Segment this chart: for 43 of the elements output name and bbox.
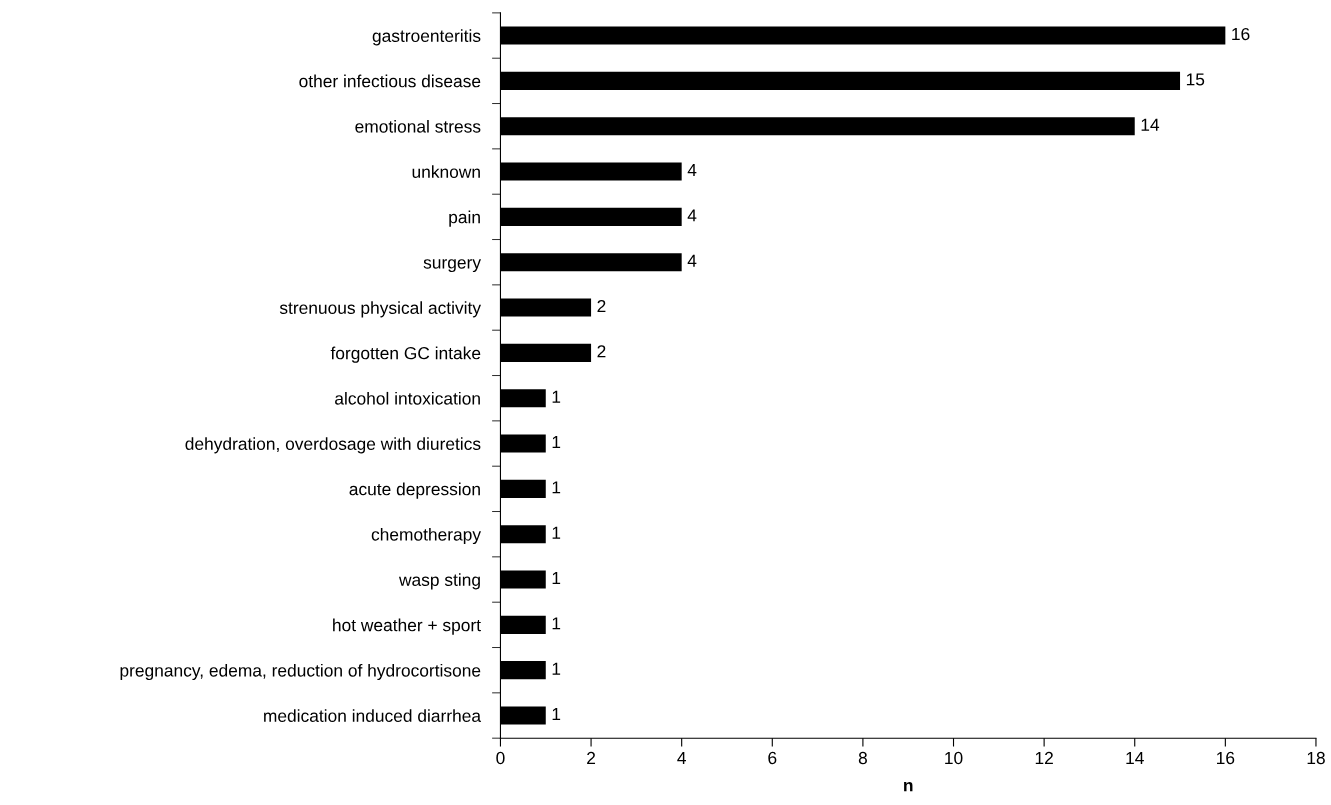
data-label: 16 — [1232, 27, 1250, 41]
data-label: 2 — [597, 345, 606, 358]
data-label: 1 — [552, 617, 561, 630]
x-tick-label: 18 — [1307, 751, 1325, 765]
data-label: 1 — [552, 436, 561, 449]
y-tick-label: surgery — [423, 259, 481, 273]
x-tick-label: 16 — [1217, 751, 1235, 765]
y-tick-label: gastroenteritis — [372, 29, 481, 46]
y-tick-label: acute depression — [349, 482, 480, 499]
data-label: 1 — [552, 572, 561, 585]
x-tick-label: 12 — [1035, 751, 1053, 764]
data-label: 1 — [552, 662, 561, 675]
y-tick-label: emotional stress — [355, 119, 481, 133]
y-tick-label: chemotherapy — [371, 527, 481, 545]
x-tick-label: 14 — [1126, 752, 1144, 764]
data-label: 1 — [552, 390, 561, 403]
data-label: 1 — [552, 481, 561, 494]
y-tick-label: dehydration, overdosage with diuretics — [185, 437, 481, 454]
y-tick-label: unknown — [412, 165, 480, 178]
data-label: 1 — [552, 708, 561, 721]
data-label: 14 — [1141, 118, 1160, 131]
data-label: 2 — [597, 299, 606, 313]
y-tick-label: other infectious disease — [299, 74, 481, 88]
x-tick-label: 6 — [768, 751, 777, 765]
x-tick-label: 2 — [587, 751, 596, 764]
x-tick-label: 10 — [945, 751, 963, 765]
data-label: 4 — [687, 254, 697, 267]
x-tick-label: 8 — [858, 751, 867, 765]
data-label: 1 — [552, 526, 561, 539]
x-axis-title: n — [904, 781, 913, 792]
y-tick-label: medication induced diarrhea — [264, 709, 482, 722]
y-tick-label: strenuous physical activity — [279, 301, 481, 318]
y-tick-label: hot weather + sport — [333, 618, 481, 635]
x-tick-label: 0 — [496, 751, 505, 765]
data-label: 4 — [687, 209, 697, 222]
x-tick-label: 4 — [677, 752, 686, 764]
y-tick-label: pregnancy, edema, reduction of hydrocortisone — [120, 663, 481, 681]
data-label: 4 — [687, 164, 697, 177]
y-tick-label: forgotten GC intake — [330, 346, 481, 363]
y-tick-label: pain — [449, 210, 480, 227]
y-tick-label: wasp sting — [398, 573, 480, 590]
y-tick-label: alcohol intoxication — [335, 391, 480, 405]
data-label: 15 — [1186, 73, 1205, 86]
